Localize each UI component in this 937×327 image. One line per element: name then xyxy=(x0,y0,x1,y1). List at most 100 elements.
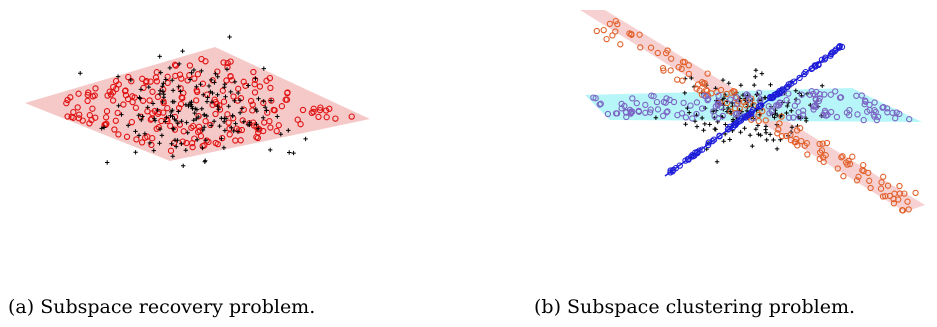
outlier-marker xyxy=(213,71,218,76)
inlier-marker xyxy=(723,90,730,98)
inlier-marker xyxy=(235,127,242,134)
inlier-marker xyxy=(880,173,887,180)
outlier-marker xyxy=(727,137,732,142)
inlier-marker xyxy=(142,79,150,86)
inlier-marker xyxy=(240,106,247,113)
outlier-marker xyxy=(237,110,243,115)
inlier-marker xyxy=(189,143,196,151)
inlier-marker xyxy=(75,115,83,122)
outlier-marker xyxy=(157,141,162,146)
inlier-marker xyxy=(757,96,764,103)
inlier-marker xyxy=(326,105,333,112)
outlier-marker xyxy=(730,117,736,122)
inlier-marker xyxy=(629,95,636,102)
inlier-marker xyxy=(659,112,667,120)
outlier-marker xyxy=(202,112,207,117)
inlier-marker xyxy=(160,99,167,107)
inlier-marker xyxy=(124,95,132,103)
inlier-marker xyxy=(637,44,644,51)
inlier-marker xyxy=(178,94,185,101)
inlier-marker xyxy=(672,165,679,172)
outlier-marker xyxy=(226,104,231,109)
outlier-marker xyxy=(209,77,214,83)
inlier-marker xyxy=(249,107,256,114)
inlier-marker xyxy=(811,62,819,69)
inlier-marker xyxy=(596,101,603,108)
inlier-marker xyxy=(626,106,634,114)
inlier-marker xyxy=(745,96,753,103)
outlier-marker xyxy=(170,154,175,159)
inlier-marker xyxy=(819,140,826,147)
inlier-marker xyxy=(775,126,782,133)
inlier-marker xyxy=(718,104,725,111)
inlier-marker xyxy=(747,110,754,117)
inlier-marker xyxy=(889,109,896,116)
inlier-marker xyxy=(703,86,710,93)
outlier-marker xyxy=(268,98,274,103)
inlier-marker xyxy=(696,87,703,94)
outlier-marker xyxy=(753,74,758,79)
inlier-marker xyxy=(821,109,829,116)
inlier-marker xyxy=(799,111,807,118)
inlier-marker xyxy=(899,207,906,214)
outlier-marker xyxy=(653,115,659,120)
data-points xyxy=(63,34,355,168)
outlier-marker xyxy=(789,108,794,113)
inlier-marker xyxy=(892,115,899,122)
inlier-marker xyxy=(256,83,264,90)
outlier-marker xyxy=(753,127,759,132)
outlier-marker xyxy=(255,126,261,131)
inlier-marker xyxy=(710,108,717,115)
outlier-marker xyxy=(200,145,205,151)
inlier-marker xyxy=(315,113,322,121)
inlier-marker xyxy=(627,110,634,117)
inlier-marker xyxy=(654,49,661,57)
outlier-marker xyxy=(254,122,259,127)
inlier-marker xyxy=(633,100,640,107)
outlier-marker xyxy=(215,103,220,109)
inlier-marker xyxy=(273,127,280,135)
inlier-marker xyxy=(827,108,835,116)
inlier-marker xyxy=(636,31,643,38)
inlier-marker xyxy=(659,65,667,72)
inlier-marker xyxy=(654,106,662,113)
inlier-marker xyxy=(705,139,712,146)
inlier-marker xyxy=(322,107,330,114)
inlier-marker xyxy=(74,104,81,111)
outlier-marker xyxy=(157,91,163,97)
outlier-marker xyxy=(177,61,182,67)
inlier-marker xyxy=(705,141,712,149)
inlier-marker xyxy=(225,119,232,126)
panel-subspace-recovery xyxy=(0,0,440,250)
outlier-marker xyxy=(133,129,138,134)
inlier-marker xyxy=(198,55,205,63)
outlier-marker xyxy=(215,74,220,79)
inlier-marker xyxy=(813,88,820,96)
outlier-marker xyxy=(204,113,209,119)
inlier-marker xyxy=(755,111,762,119)
inlier-marker xyxy=(785,114,793,121)
inlier-marker xyxy=(904,198,911,205)
outlier-marker xyxy=(820,83,825,88)
outlier-marker xyxy=(725,105,731,111)
inlier-marker xyxy=(249,101,256,108)
outlier-marker xyxy=(78,71,83,76)
outlier-marker xyxy=(236,90,241,96)
outlier-marker xyxy=(185,130,190,135)
outlier-marker xyxy=(115,74,121,79)
outlier-marker xyxy=(256,96,261,101)
inlier-marker xyxy=(820,158,827,166)
outlier-marker xyxy=(176,109,181,114)
outlier-marker xyxy=(152,116,157,121)
inlier-marker xyxy=(251,89,259,96)
inlier-marker xyxy=(109,97,117,104)
inlier-marker xyxy=(884,182,892,189)
inlier-marker xyxy=(742,114,749,121)
outlier-marker xyxy=(139,117,144,123)
outlier-marker xyxy=(189,70,194,75)
outlier-marker xyxy=(200,127,206,133)
inlier-marker xyxy=(783,132,790,140)
inlier-marker xyxy=(896,182,903,190)
outlier-marker xyxy=(180,48,185,54)
inlier-marker xyxy=(733,93,740,101)
